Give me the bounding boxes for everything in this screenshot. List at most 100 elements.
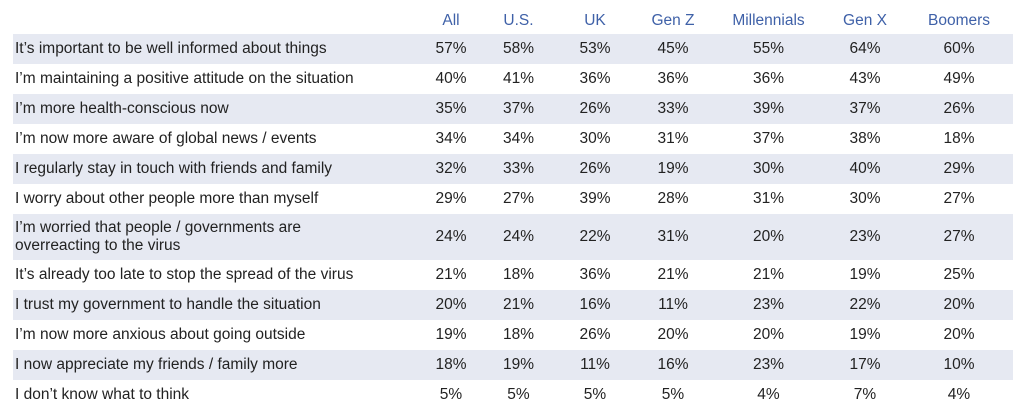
table-row: I’m now more anxious about going outside… [13,320,1013,350]
value-cell: 19% [421,320,481,350]
column-header: Gen X [843,12,887,29]
value-cell: 55% [712,34,825,64]
row-label: I worry about other people more than mys… [13,184,421,214]
table-row: I regularly stay in touch with friends a… [13,154,1013,184]
value-cell: 28% [634,184,712,214]
value-cell: 36% [634,64,712,94]
row-label: I don’t know what to think [13,380,421,410]
row-label: I regularly stay in touch with friends a… [13,154,421,184]
value-cell: 41% [481,64,556,94]
value-cell: 21% [481,290,556,320]
value-cell: 34% [481,124,556,154]
value-cell: 20% [421,290,481,320]
value-cell: 39% [556,184,634,214]
value-cell: 27% [481,184,556,214]
value-cell: 5% [421,380,481,410]
value-cell: 38% [825,124,905,154]
value-cell: 57% [421,34,481,64]
value-cell: 36% [556,260,634,290]
row-label: I’m more health-conscious now [13,94,421,124]
value-cell: 30% [825,184,905,214]
value-cell: 39% [712,94,825,124]
value-cell: 37% [481,94,556,124]
value-cell: 30% [712,154,825,184]
value-cell: 40% [421,64,481,94]
value-cell: 43% [825,64,905,94]
value-cell: 10% [905,350,1013,380]
survey-table: All U.S. UK Gen Z Millennials Gen X Boom… [13,8,1013,410]
column-header: Boomers [927,12,991,29]
value-cell: 53% [556,34,634,64]
table-row: I don’t know what to think 5% 5% 5% 5% 4% 7% 4% [13,380,1013,410]
value-cell: 23% [712,350,825,380]
value-cell: 31% [634,124,712,154]
column-header: U.S. [503,12,534,29]
value-cell: 21% [634,260,712,290]
value-cell: 29% [905,154,1013,184]
row-label: I now appreciate my friends / family mor… [13,350,421,380]
value-cell: 18% [905,124,1013,154]
table-row: It’s already too late to stop the spread… [13,260,1013,290]
value-cell: 26% [556,320,634,350]
column-header: UK [584,12,606,29]
value-cell: 11% [634,290,712,320]
value-cell: 18% [481,260,556,290]
row-label: I’m worried that people / governments ar… [13,214,421,260]
survey-table-container: All U.S. UK Gen Z Millennials Gen X Boom… [13,8,1013,410]
value-cell: 20% [905,290,1013,320]
value-cell: 26% [905,94,1013,124]
value-cell: 36% [712,64,825,94]
value-cell: 23% [712,290,825,320]
value-cell: 60% [905,34,1013,64]
value-cell: 5% [556,380,634,410]
value-cell: 22% [825,290,905,320]
row-label: I trust my government to handle the situ… [13,290,421,320]
value-cell: 19% [825,260,905,290]
value-cell: 16% [556,290,634,320]
value-cell: 64% [825,34,905,64]
table-row: I’m now more aware of global news / even… [13,124,1013,154]
column-header: All [442,12,460,29]
value-cell: 4% [712,380,825,410]
value-cell: 27% [905,214,1013,260]
value-cell: 11% [556,350,634,380]
value-cell: 26% [556,154,634,184]
value-cell: 27% [905,184,1013,214]
value-cell: 7% [825,380,905,410]
value-cell: 31% [712,184,825,214]
value-cell: 22% [556,214,634,260]
value-cell: 20% [712,214,825,260]
value-cell: 37% [712,124,825,154]
value-cell: 16% [634,350,712,380]
value-cell: 23% [825,214,905,260]
value-cell: 49% [905,64,1013,94]
column-header: Gen Z [651,12,695,29]
row-label: It’s already too late to stop the spread… [13,260,421,290]
value-cell: 37% [825,94,905,124]
value-cell: 19% [634,154,712,184]
value-cell: 26% [556,94,634,124]
value-cell: 5% [481,380,556,410]
value-cell: 18% [421,350,481,380]
row-label: It’s important to be well informed about… [13,34,421,64]
value-cell: 34% [421,124,481,154]
table-body: It’s important to be well informed about… [13,34,1013,410]
table-row: I now appreciate my friends / family mor… [13,350,1013,380]
value-cell: 17% [825,350,905,380]
header-label-cell [13,8,421,34]
value-cell: 21% [421,260,481,290]
value-cell: 29% [421,184,481,214]
value-cell: 4% [905,380,1013,410]
value-cell: 25% [905,260,1013,290]
row-label: I’m now more aware of global news / even… [13,124,421,154]
value-cell: 24% [481,214,556,260]
value-cell: 5% [634,380,712,410]
row-label: I’m now more anxious about going outside [13,320,421,350]
column-header: Millennials [732,12,805,29]
value-cell: 32% [421,154,481,184]
value-cell: 36% [556,64,634,94]
value-cell: 33% [481,154,556,184]
table-row: I trust my government to handle the situ… [13,290,1013,320]
value-cell: 20% [905,320,1013,350]
value-cell: 19% [825,320,905,350]
